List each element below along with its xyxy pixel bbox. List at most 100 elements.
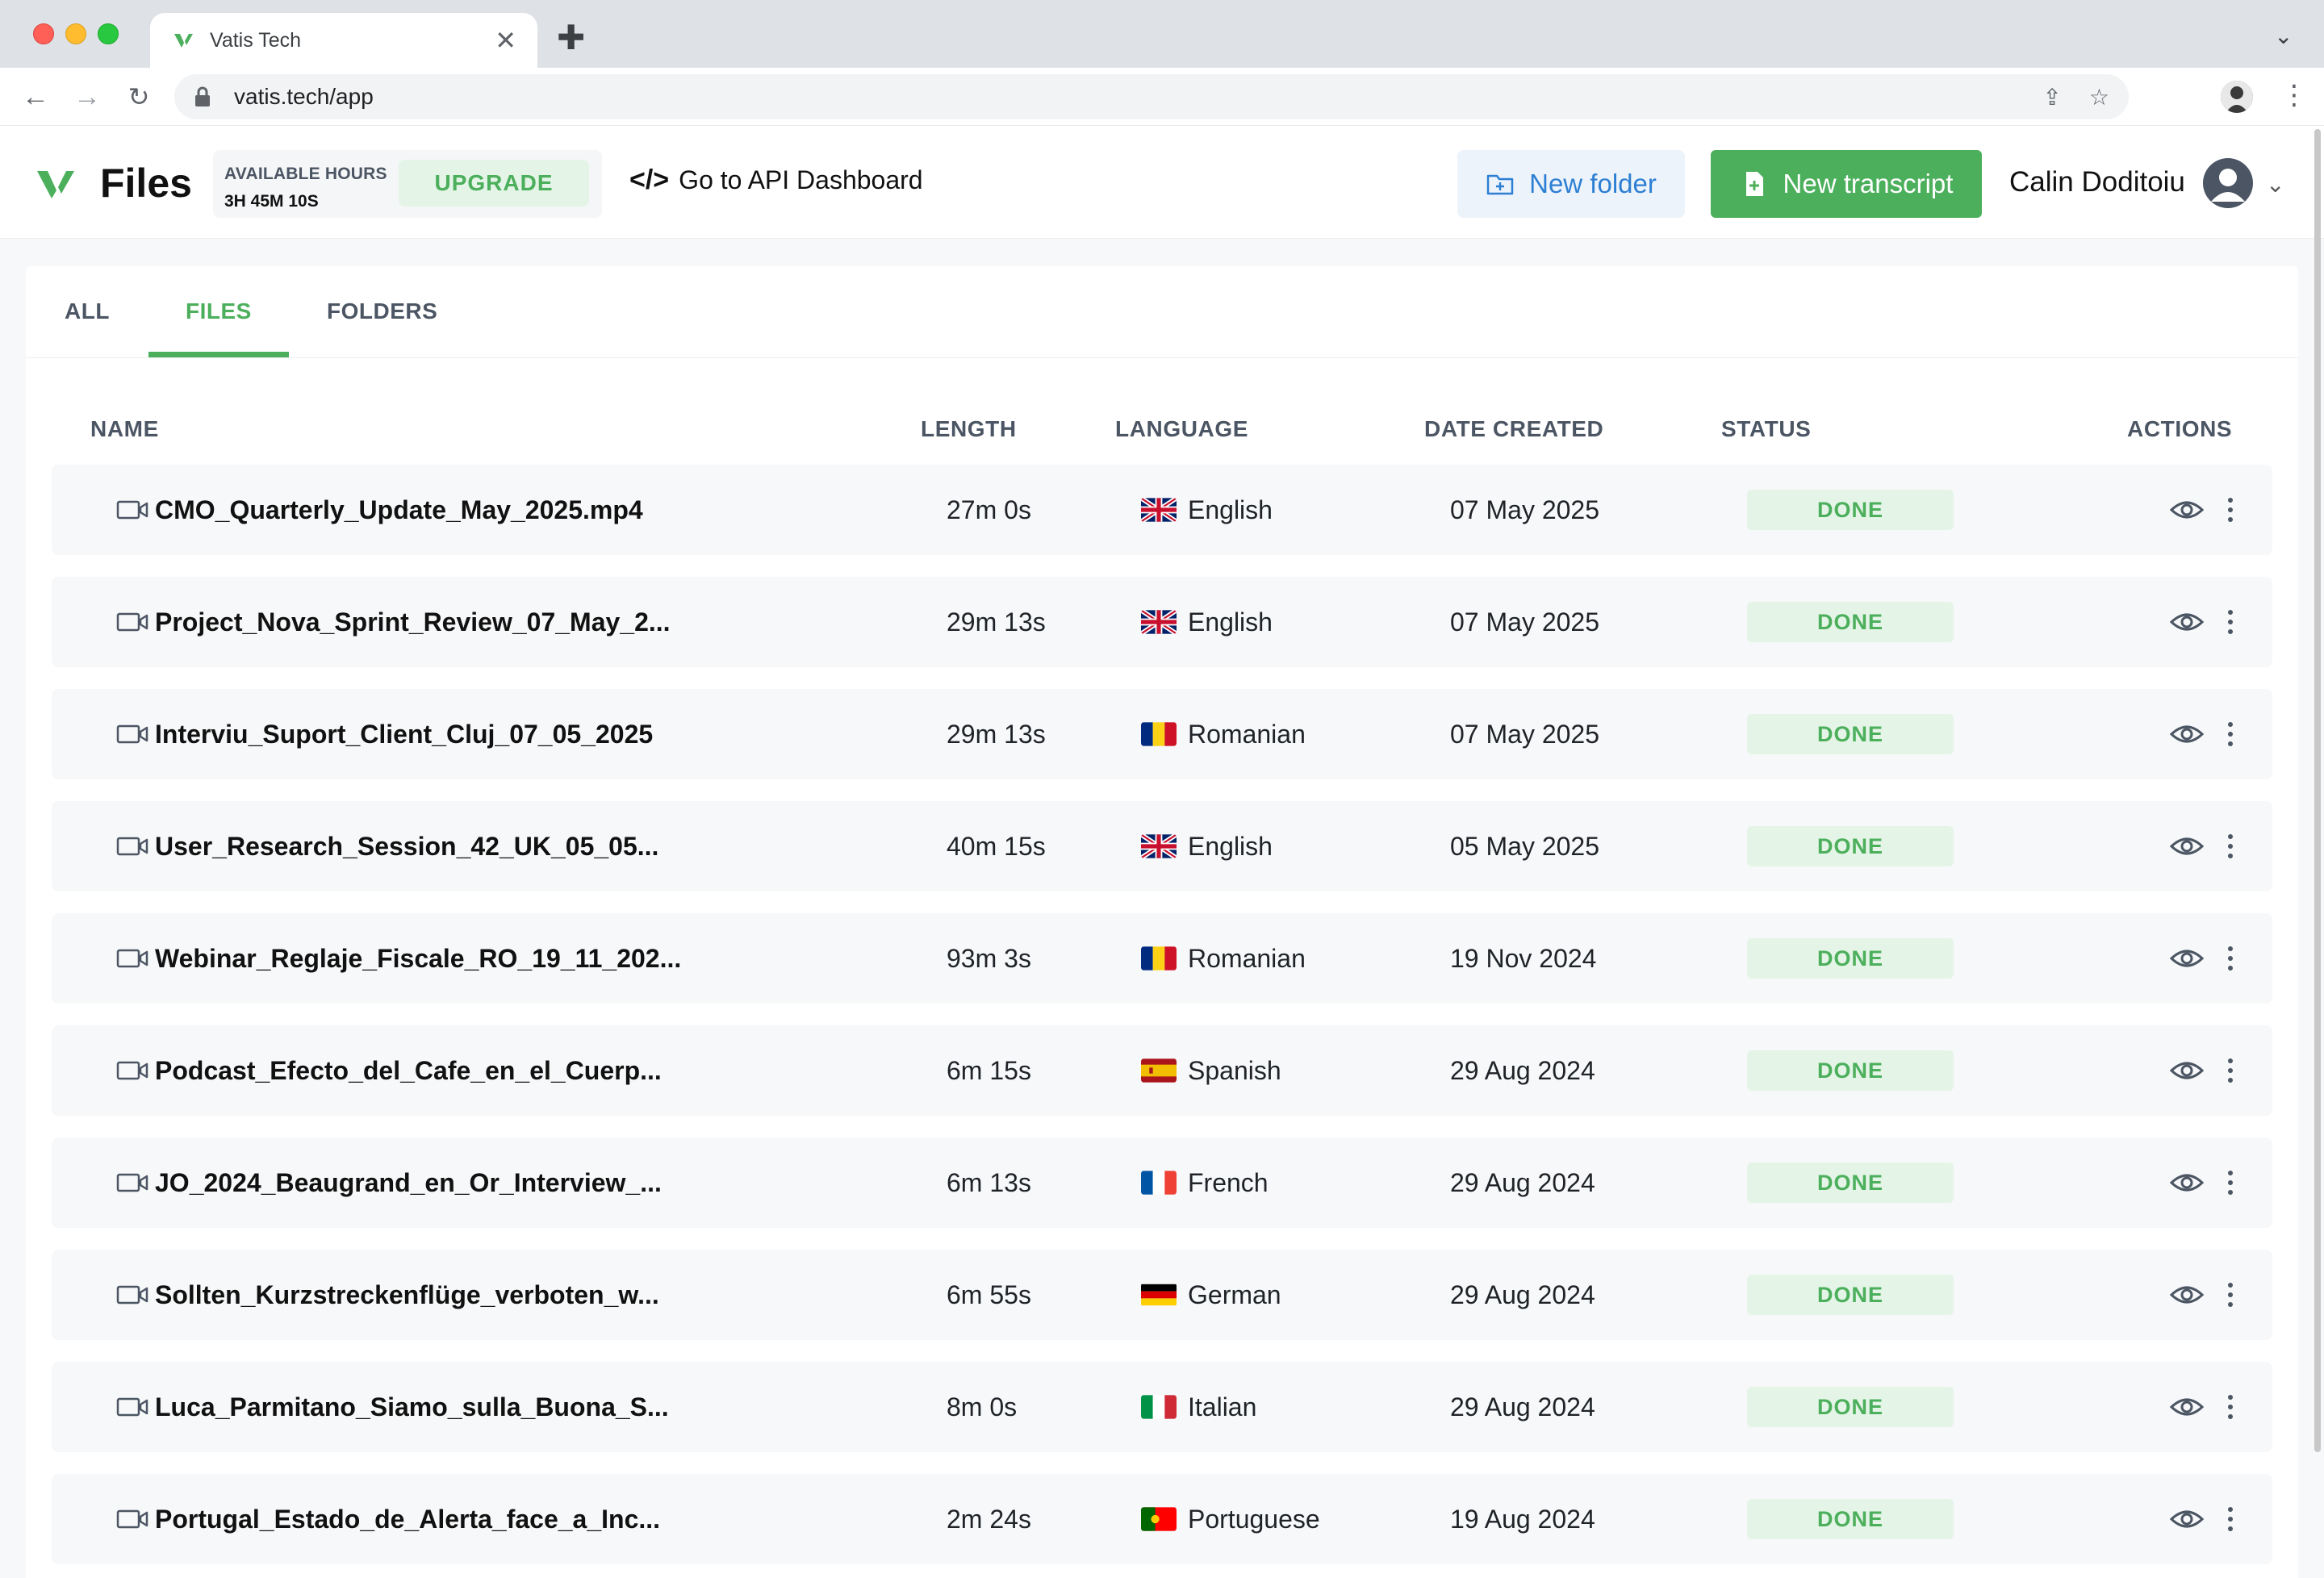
address-url[interactable]: vatis.tech/app [234,84,374,109]
table-row[interactable]: JO_2024_Beaugrand_en_Or_Interview_... 6m … [52,1138,2272,1228]
lock-icon [195,86,210,106]
video-file-icon [116,1509,148,1529]
api-dashboard-link[interactable]: </> Go to API Dashboard [629,165,923,196]
file-language: Romanian [1188,719,1306,749]
more-options-icon[interactable] [2222,715,2238,754]
table-row[interactable]: Interviu_Suport_Client_Cluj_07_05_2025 29… [52,689,2272,779]
file-name-cell[interactable]: Webinar_Reglaje_Fiscale_RO_19_11_202... [116,913,681,1004]
file-name[interactable]: Sollten_Kurzstreckenflüge_verboten_w... [155,1280,659,1309]
file-name[interactable]: CMO_Quarterly_Update_May_2025.mp4 [155,495,643,524]
video-file-icon [116,724,148,744]
view-eye-icon[interactable] [2169,829,2205,864]
more-options-icon[interactable] [2222,1051,2238,1090]
new-folder-button[interactable]: New folder [1457,150,1685,218]
file-name-cell[interactable]: CMO_Quarterly_Update_May_2025.mp4 [116,465,643,555]
file-name-cell[interactable]: Project_Nova_Sprint_Review_07_May_2... [116,577,671,667]
file-date: 29 Aug 2024 [1450,1167,1595,1197]
view-eye-icon[interactable] [2169,941,2205,976]
file-name[interactable]: User_Research_Session_42_UK_05_05... [155,831,659,861]
file-language-cell: Portuguese [1141,1474,1320,1564]
share-icon[interactable]: ⇪ [2042,84,2062,110]
browser-profile-avatar[interactable] [2221,81,2253,113]
file-language-cell: Italian [1141,1362,1256,1452]
window-minimize-button[interactable] [65,23,86,44]
tab-search-chevron-icon[interactable]: ⌄ [2274,23,2293,48]
file-name[interactable]: Portugal_Estado_de_Alerta_face_a_Inc... [155,1504,661,1534]
status-badge: DONE [1747,490,1954,530]
more-options-icon[interactable] [2222,1500,2238,1538]
view-eye-icon[interactable] [2169,1277,2205,1313]
table-row[interactable]: Podcast_Efecto_del_Cafe_en_el_Cuerp... 6m… [52,1025,2272,1116]
view-eye-icon[interactable] [2169,604,2205,640]
file-name-cell[interactable]: User_Research_Session_42_UK_05_05... [116,801,658,891]
file-name[interactable]: JO_2024_Beaugrand_en_Or_Interview_... [155,1167,662,1197]
more-options-icon[interactable] [2222,1163,2238,1202]
more-options-icon[interactable] [2222,827,2238,866]
more-options-icon[interactable] [2222,491,2238,529]
window-close-button[interactable] [33,23,54,44]
reload-icon[interactable]: ↻ [127,82,150,111]
upgrade-button[interactable]: UPGRADE [399,160,589,207]
new-transcript-button[interactable]: New transcript [1711,150,1982,218]
more-options-icon[interactable] [2222,1275,2238,1314]
table-row[interactable]: User_Research_Session_42_UK_05_05... 40m … [52,801,2272,891]
file-name[interactable]: Podcast_Efecto_del_Cafe_en_el_Cuerp... [155,1055,662,1085]
view-eye-icon[interactable] [2169,492,2205,528]
more-options-icon[interactable] [2222,603,2238,641]
folder-plus-icon [1486,174,1514,195]
view-eye-icon[interactable] [2169,716,2205,752]
column-header-length: LENGTH [921,416,1017,441]
file-name-cell[interactable]: Portugal_Estado_de_Alerta_face_a_Inc... [116,1474,660,1564]
file-name-cell[interactable]: Interviu_Suport_Client_Cluj_07_05_2025 [116,689,653,779]
flag-es-icon [1141,1058,1177,1083]
table-row[interactable]: Sollten_Kurzstreckenflüge_verboten_w... 6… [52,1250,2272,1340]
file-name-cell[interactable]: Sollten_Kurzstreckenflüge_verboten_w... [116,1250,659,1340]
user-avatar-icon[interactable] [2203,158,2253,208]
flag-it-icon [1141,1395,1177,1419]
browser-menu-icon[interactable]: ⋮ [2280,80,2308,111]
address-bar[interactable]: vatis.tech/app ⇪ ☆ [174,74,2129,119]
file-name-cell[interactable]: Podcast_Efecto_del_Cafe_en_el_Cuerp... [116,1025,662,1116]
tab-files[interactable]: FILES [186,298,252,324]
view-eye-icon[interactable] [2169,1053,2205,1088]
table-row[interactable]: Webinar_Reglaje_Fiscale_RO_19_11_202... 9… [52,913,2272,1004]
view-eye-icon[interactable] [2169,1165,2205,1200]
table-row[interactable]: Project_Nova_Sprint_Review_07_May_2... 29… [52,577,2272,667]
bookmark-star-icon[interactable]: ☆ [2088,84,2109,110]
tab-all[interactable]: ALL [65,298,110,324]
browser-tab[interactable]: Vatis Tech ✕ [150,13,537,68]
file-language: Italian [1188,1392,1257,1421]
file-name[interactable]: Interviu_Suport_Client_Cluj_07_05_2025 [155,719,654,749]
table-row[interactable]: Luca_Parmitano_Siamo_sulla_Buona_S... 8m … [52,1362,2272,1452]
file-length: 6m 55s [947,1280,1031,1309]
vatis-logo-icon[interactable] [36,166,76,200]
page-scrollbar[interactable] [2314,129,2322,1452]
close-tab-icon[interactable]: ✕ [495,26,516,55]
forward-arrow-icon[interactable]: → [73,81,101,112]
view-eye-icon[interactable] [2169,1501,2205,1537]
new-tab-plus-icon[interactable]: ✚ [557,19,586,56]
window-zoom-button[interactable] [98,23,119,44]
file-name[interactable]: Project_Nova_Sprint_Review_07_May_2... [155,607,671,637]
file-name[interactable]: Webinar_Reglaje_Fiscale_RO_19_11_202... [155,943,682,973]
file-date: 07 May 2025 [1450,607,1600,637]
file-name[interactable]: Luca_Parmitano_Siamo_sulla_Buona_S... [155,1392,669,1421]
file-name-cell[interactable]: JO_2024_Beaugrand_en_Or_Interview_... [116,1138,662,1228]
user-name[interactable]: Calin Doditoiu [2009,166,2185,198]
tab-folders[interactable]: FOLDERS [327,298,438,324]
video-file-icon [116,500,148,520]
scrollbar-thumb[interactable] [2314,129,2321,1452]
table-row[interactable]: CMO_Quarterly_Update_May_2025.mp4 27m 0s E… [52,465,2272,555]
more-options-icon[interactable] [2222,1388,2238,1426]
back-arrow-icon[interactable]: ← [22,81,49,112]
status-badge: DONE [1747,1050,1954,1091]
flag-ro-icon [1141,722,1177,746]
active-tab-indicator [148,352,289,357]
more-options-icon[interactable] [2222,939,2238,978]
file-name-cell[interactable]: Luca_Parmitano_Siamo_sulla_Buona_S... [116,1362,669,1452]
chevron-down-icon[interactable]: ⌄ [2266,172,2285,197]
new-folder-label: New folder [1529,169,1657,198]
table-row[interactable]: Portugal_Estado_de_Alerta_face_a_Inc... 2… [52,1474,2272,1564]
video-file-icon [116,612,148,632]
view-eye-icon[interactable] [2169,1389,2205,1425]
